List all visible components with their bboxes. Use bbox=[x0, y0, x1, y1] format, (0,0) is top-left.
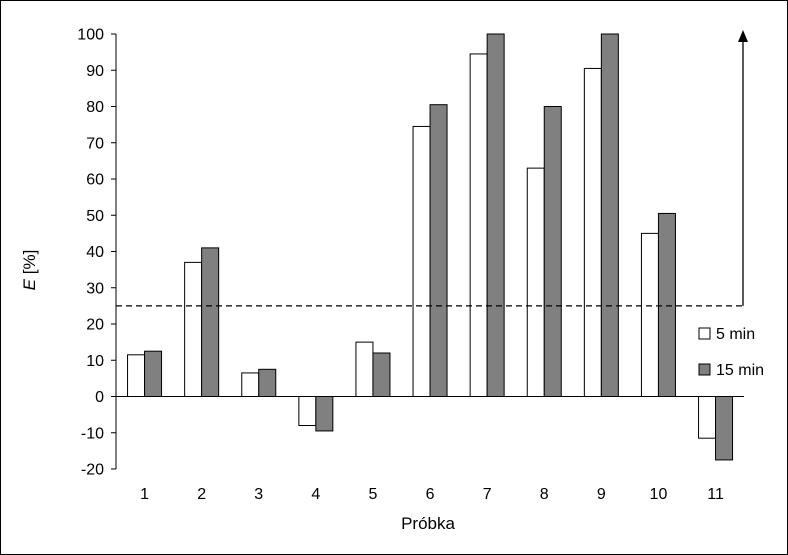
bar-15min bbox=[657, 212, 676, 397]
bar-15min bbox=[600, 33, 619, 397]
x-tick-label: 11 bbox=[707, 486, 724, 503]
y-tick-label: -10 bbox=[81, 425, 104, 442]
y-axis-ticks: -20 -10 0 10 20 30 40 50 60 70 80 90 100 bbox=[77, 27, 116, 479]
y-tick-label: 30 bbox=[86, 280, 104, 297]
x-tick-label: 8 bbox=[540, 486, 549, 503]
x-tick-label: 4 bbox=[311, 486, 320, 503]
y-axis-title-variable: E bbox=[20, 278, 39, 290]
bar-15min bbox=[144, 350, 163, 397]
y-tick-label: 50 bbox=[86, 208, 104, 225]
x-tick-label: 3 bbox=[254, 486, 263, 503]
y-tick-label: 40 bbox=[86, 244, 104, 261]
bar-5min bbox=[640, 232, 659, 397]
bar-15min bbox=[429, 104, 448, 397]
x-axis-title: Próbka bbox=[401, 514, 455, 533]
bar-5min bbox=[698, 396, 717, 439]
legend-label-15min: 15 min bbox=[716, 362, 764, 379]
bar-5min bbox=[241, 372, 260, 397]
y-tick-label: 20 bbox=[86, 317, 104, 334]
y-tick-label: 10 bbox=[86, 353, 104, 370]
x-tick-label: 2 bbox=[197, 486, 206, 503]
x-tick-label: 9 bbox=[597, 486, 606, 503]
bar-15min bbox=[543, 106, 562, 397]
bar-5min bbox=[412, 125, 431, 397]
x-tick-label: 5 bbox=[368, 486, 377, 503]
bar-15min bbox=[372, 352, 391, 397]
bar-5min bbox=[583, 67, 602, 397]
legend-swatch-15min bbox=[698, 363, 711, 376]
legend-swatch-5min bbox=[698, 327, 711, 340]
bar-5min bbox=[298, 396, 317, 426]
x-tick-label: 1 bbox=[140, 486, 149, 503]
y-tick-label: 0 bbox=[95, 389, 104, 406]
bar-5min bbox=[526, 167, 545, 397]
bar-5min bbox=[469, 53, 488, 397]
x-axis-ticks: 1 2 3 4 5 6 7 8 9 10 11 bbox=[140, 486, 724, 503]
y-tick-label: 100 bbox=[77, 27, 104, 44]
x-tick-label: 6 bbox=[426, 486, 435, 503]
bar-5min bbox=[127, 354, 146, 397]
legend-label-5min: 5 min bbox=[716, 326, 755, 343]
y-axis-title: E [%] bbox=[20, 250, 39, 291]
bar-15min bbox=[486, 33, 505, 397]
y-tick-label: 70 bbox=[86, 135, 104, 152]
bar-15min bbox=[715, 396, 734, 461]
legend: 5 min 15 min bbox=[698, 326, 764, 379]
y-tick-label: 80 bbox=[86, 99, 104, 116]
x-tick-label: 10 bbox=[650, 486, 668, 503]
bar-15min bbox=[201, 247, 220, 397]
bar-5min bbox=[184, 261, 203, 397]
y-axis-title-unit: [%] bbox=[20, 250, 39, 279]
y-tick-label: 90 bbox=[86, 63, 104, 80]
x-tick-label: 7 bbox=[483, 486, 492, 503]
bar-15min bbox=[258, 368, 277, 397]
y-tick-label: 60 bbox=[86, 172, 104, 189]
bar-5min bbox=[355, 341, 374, 397]
bar-15min bbox=[315, 396, 334, 432]
y-tick-label: -20 bbox=[81, 462, 104, 479]
arrow-head-icon bbox=[738, 30, 748, 42]
